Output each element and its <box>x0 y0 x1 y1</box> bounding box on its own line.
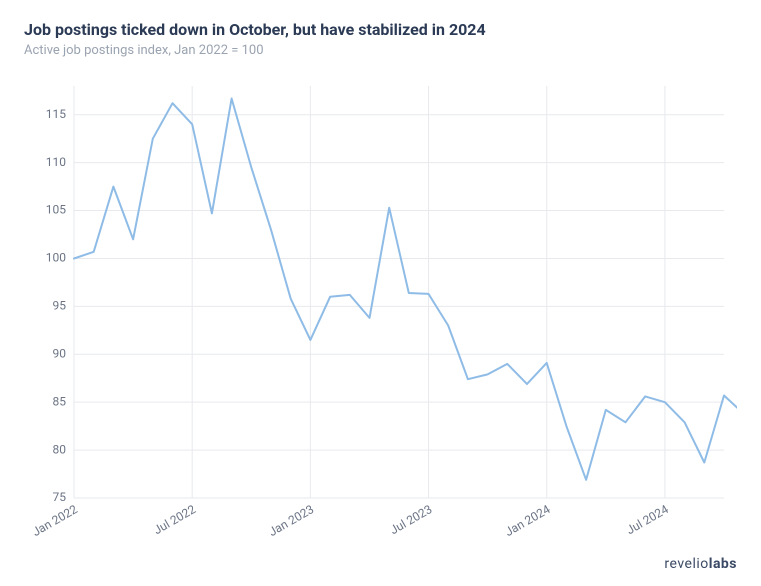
y-tick-label: 85 <box>53 394 67 408</box>
y-tick-label: 105 <box>46 203 66 217</box>
chart-title: Job postings ticked down in October, but… <box>24 20 737 39</box>
logo-text-2: labs <box>709 556 737 572</box>
y-tick-label: 115 <box>46 107 66 121</box>
logo-text-1: revelio <box>664 556 708 572</box>
y-tick-label: 75 <box>53 490 67 504</box>
brand-logo: reveliolabs <box>664 556 737 572</box>
chart-container: Job postings ticked down in October, but… <box>0 0 761 586</box>
line-chart-svg: 7580859095100105110115Jan 2022Jul 2022Ja… <box>24 68 737 548</box>
y-tick-label: 100 <box>46 251 66 265</box>
y-tick-label: 80 <box>53 442 67 456</box>
y-tick-label: 90 <box>53 346 67 360</box>
y-tick-label: 95 <box>53 299 67 313</box>
chart-subtitle: Active job postings index, Jan 2022 = 10… <box>24 43 737 58</box>
chart-area: 7580859095100105110115Jan 2022Jul 2022Ja… <box>24 68 737 552</box>
y-tick-label: 110 <box>46 155 66 169</box>
